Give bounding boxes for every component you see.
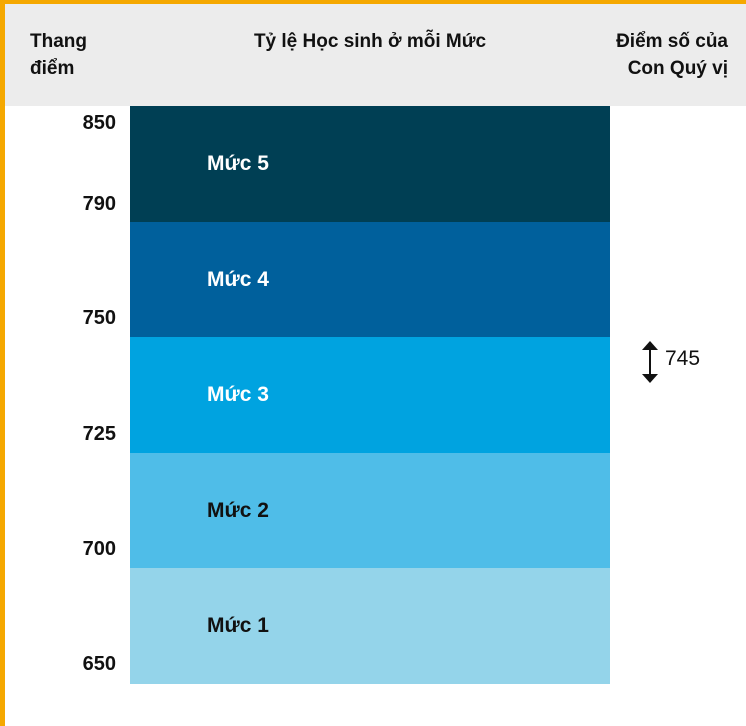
header: [5, 4, 746, 106]
level-band: Mức 4: [130, 221, 610, 338]
level-label: Mức 3: [207, 383, 269, 407]
level-label: Mức 4: [207, 267, 269, 291]
header-levels: Tỷ lệ Học sinh ở mỗi Mức: [253, 31, 487, 52]
scale-label: 790: [82, 193, 116, 215]
level-label: Mức 1: [207, 614, 269, 638]
scale-label: 650: [82, 653, 116, 675]
level-band: Mức 3: [130, 337, 610, 454]
scale-label: 750: [82, 307, 116, 329]
header-scale: Thang điểm: [30, 31, 87, 79]
level-label: Mức 5: [207, 152, 269, 175]
header-score: Điểm số của Con Quý vị: [616, 31, 728, 79]
level-band: Mức 2: [130, 452, 610, 569]
score-arrow: [642, 341, 658, 383]
scale-label: 700: [82, 538, 116, 560]
score: 745: [665, 347, 701, 370]
level-band: Mức 1: [130, 568, 610, 685]
level-label: Mức 2: [207, 498, 269, 522]
scale-label: 850: [82, 112, 116, 134]
scale-label: 725: [82, 423, 116, 445]
level-band: Mức 5: [130, 106, 610, 222]
